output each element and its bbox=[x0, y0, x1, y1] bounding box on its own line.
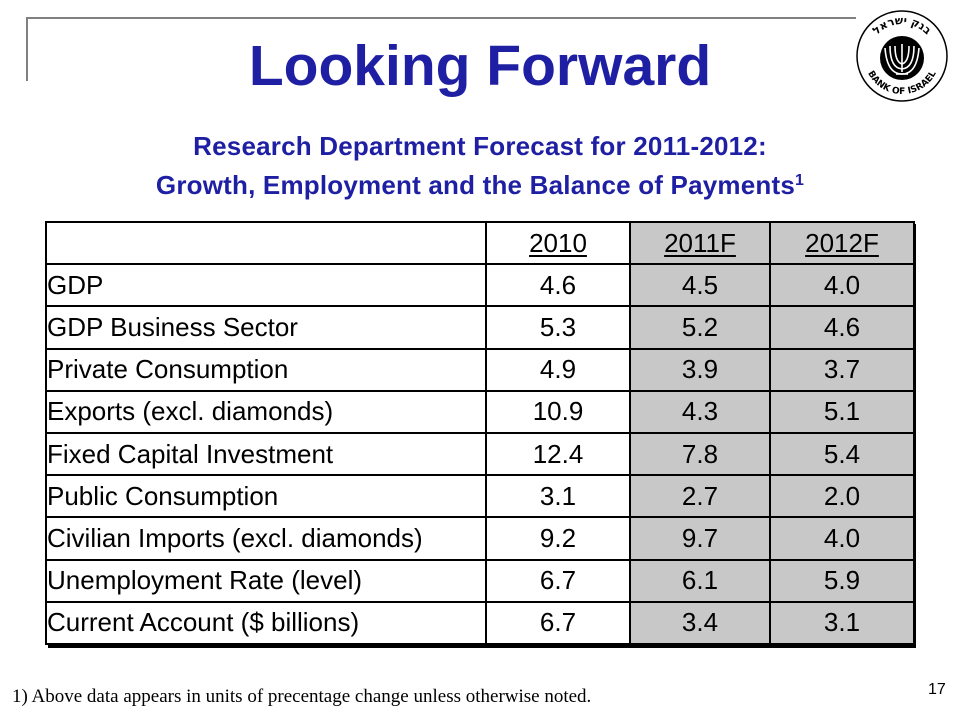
footnote: 1) Above data appears in units of precen… bbox=[12, 686, 592, 707]
value-2011f: 7.8 bbox=[629, 431, 771, 477]
row-label: Current Account ($ billions) bbox=[45, 600, 487, 646]
value-2012f: 4.0 bbox=[769, 263, 915, 308]
value-2010: 3.1 bbox=[485, 474, 631, 519]
value-2010: 4.6 bbox=[485, 263, 631, 308]
value-2011f: 4.5 bbox=[629, 263, 771, 308]
table-row: GDP Business Sector 5.3 5.2 4.6 bbox=[45, 305, 915, 350]
value-2010: 6.7 bbox=[485, 558, 631, 603]
value-2010: 6.7 bbox=[485, 600, 631, 646]
value-2010: 5.3 bbox=[485, 305, 631, 350]
value-2012f: 5.9 bbox=[769, 558, 915, 603]
subtitle-line-2: Growth, Employment and the Balance of Pa… bbox=[0, 169, 960, 201]
value-2012f: 5.1 bbox=[769, 389, 915, 434]
table-row: Fixed Capital Investment 12.4 7.8 5.4 bbox=[45, 431, 915, 477]
value-2012f: 3.1 bbox=[769, 600, 915, 646]
value-2011f: 6.1 bbox=[629, 558, 771, 603]
bank-of-israel-menorah-seal-icon: בנק ישראל BANK OF ISRAEL bbox=[856, 10, 948, 102]
header-2010: 2010 bbox=[485, 220, 631, 266]
table-row: GDP 4.6 4.5 4.0 bbox=[45, 263, 915, 308]
value-2011f: 4.3 bbox=[629, 389, 771, 434]
table-row: Exports (excl. diamonds) 10.9 4.3 5.1 bbox=[45, 389, 915, 434]
header-2011f: 2011F bbox=[629, 220, 771, 266]
value-2011f: 3.4 bbox=[629, 600, 771, 646]
value-2010: 9.2 bbox=[485, 516, 631, 561]
value-2012f: 3.7 bbox=[769, 347, 915, 392]
row-label: GDP bbox=[45, 263, 487, 308]
row-label: Public Consumption bbox=[45, 474, 487, 519]
footnote-marker: 1 bbox=[795, 172, 805, 189]
row-label: Private Consumption bbox=[45, 347, 487, 392]
value-2011f: 9.7 bbox=[629, 516, 771, 561]
table-header-row: 2010 2011F 2012F bbox=[45, 220, 915, 266]
value-2012f: 4.0 bbox=[769, 516, 915, 561]
value-2011f: 5.2 bbox=[629, 305, 771, 350]
subtitle-line-1: Research Department Forecast for 2011-20… bbox=[193, 131, 767, 161]
table-row: Unemployment Rate (level) 6.7 6.1 5.9 bbox=[45, 558, 915, 603]
value-2010: 4.9 bbox=[485, 347, 631, 392]
value-2012f: 2.0 bbox=[769, 474, 915, 519]
table-row: Current Account ($ billions) 6.7 3.4 3.1 bbox=[45, 600, 915, 646]
value-2011f: 3.9 bbox=[629, 347, 771, 392]
forecast-table-body: 2010 2011F 2012F GDP 4.6 4.5 4.0 GDP Busines… bbox=[45, 220, 915, 646]
value-2012f: 5.4 bbox=[769, 431, 915, 477]
value-2010: 12.4 bbox=[485, 431, 631, 477]
row-label: Fixed Capital Investment bbox=[45, 431, 487, 477]
row-label: Unemployment Rate (level) bbox=[45, 558, 487, 603]
bank-of-israel-logo: בנק ישראל BANK OF ISRAEL bbox=[850, 6, 954, 104]
value-2010: 10.9 bbox=[485, 389, 631, 434]
row-label: Civilian Imports (excl. diamonds) bbox=[45, 516, 487, 561]
table-row: Public Consumption 3.1 2.7 2.0 bbox=[45, 474, 915, 519]
page-number: 17 bbox=[928, 681, 946, 698]
slide-title: Looking Forward bbox=[248, 34, 712, 98]
subtitle-line-2-text: Growth, Employment and the Balance of Pa… bbox=[155, 170, 795, 200]
row-label: GDP Business Sector bbox=[45, 305, 487, 350]
forecast-table: 2010 2011F 2012F GDP 4.6 4.5 4.0 GDP Busines… bbox=[45, 220, 915, 646]
header-2012f: 2012F bbox=[769, 220, 915, 266]
value-2012f: 4.6 bbox=[769, 305, 915, 350]
table-row: Private Consumption 4.9 3.9 3.7 bbox=[45, 347, 915, 392]
frame-line-left bbox=[26, 17, 28, 81]
header-blank-cell bbox=[45, 220, 487, 266]
frame-line-top bbox=[26, 17, 856, 19]
table-row: Civilian Imports (excl. diamonds) 9.2 9.7 4… bbox=[45, 516, 915, 561]
row-label: Exports (excl. diamonds) bbox=[45, 389, 487, 434]
forecast-table-container: 2010 2011F 2012F GDP 4.6 4.5 4.0 GDP Busines… bbox=[45, 220, 915, 646]
value-2011f: 2.7 bbox=[629, 474, 771, 519]
